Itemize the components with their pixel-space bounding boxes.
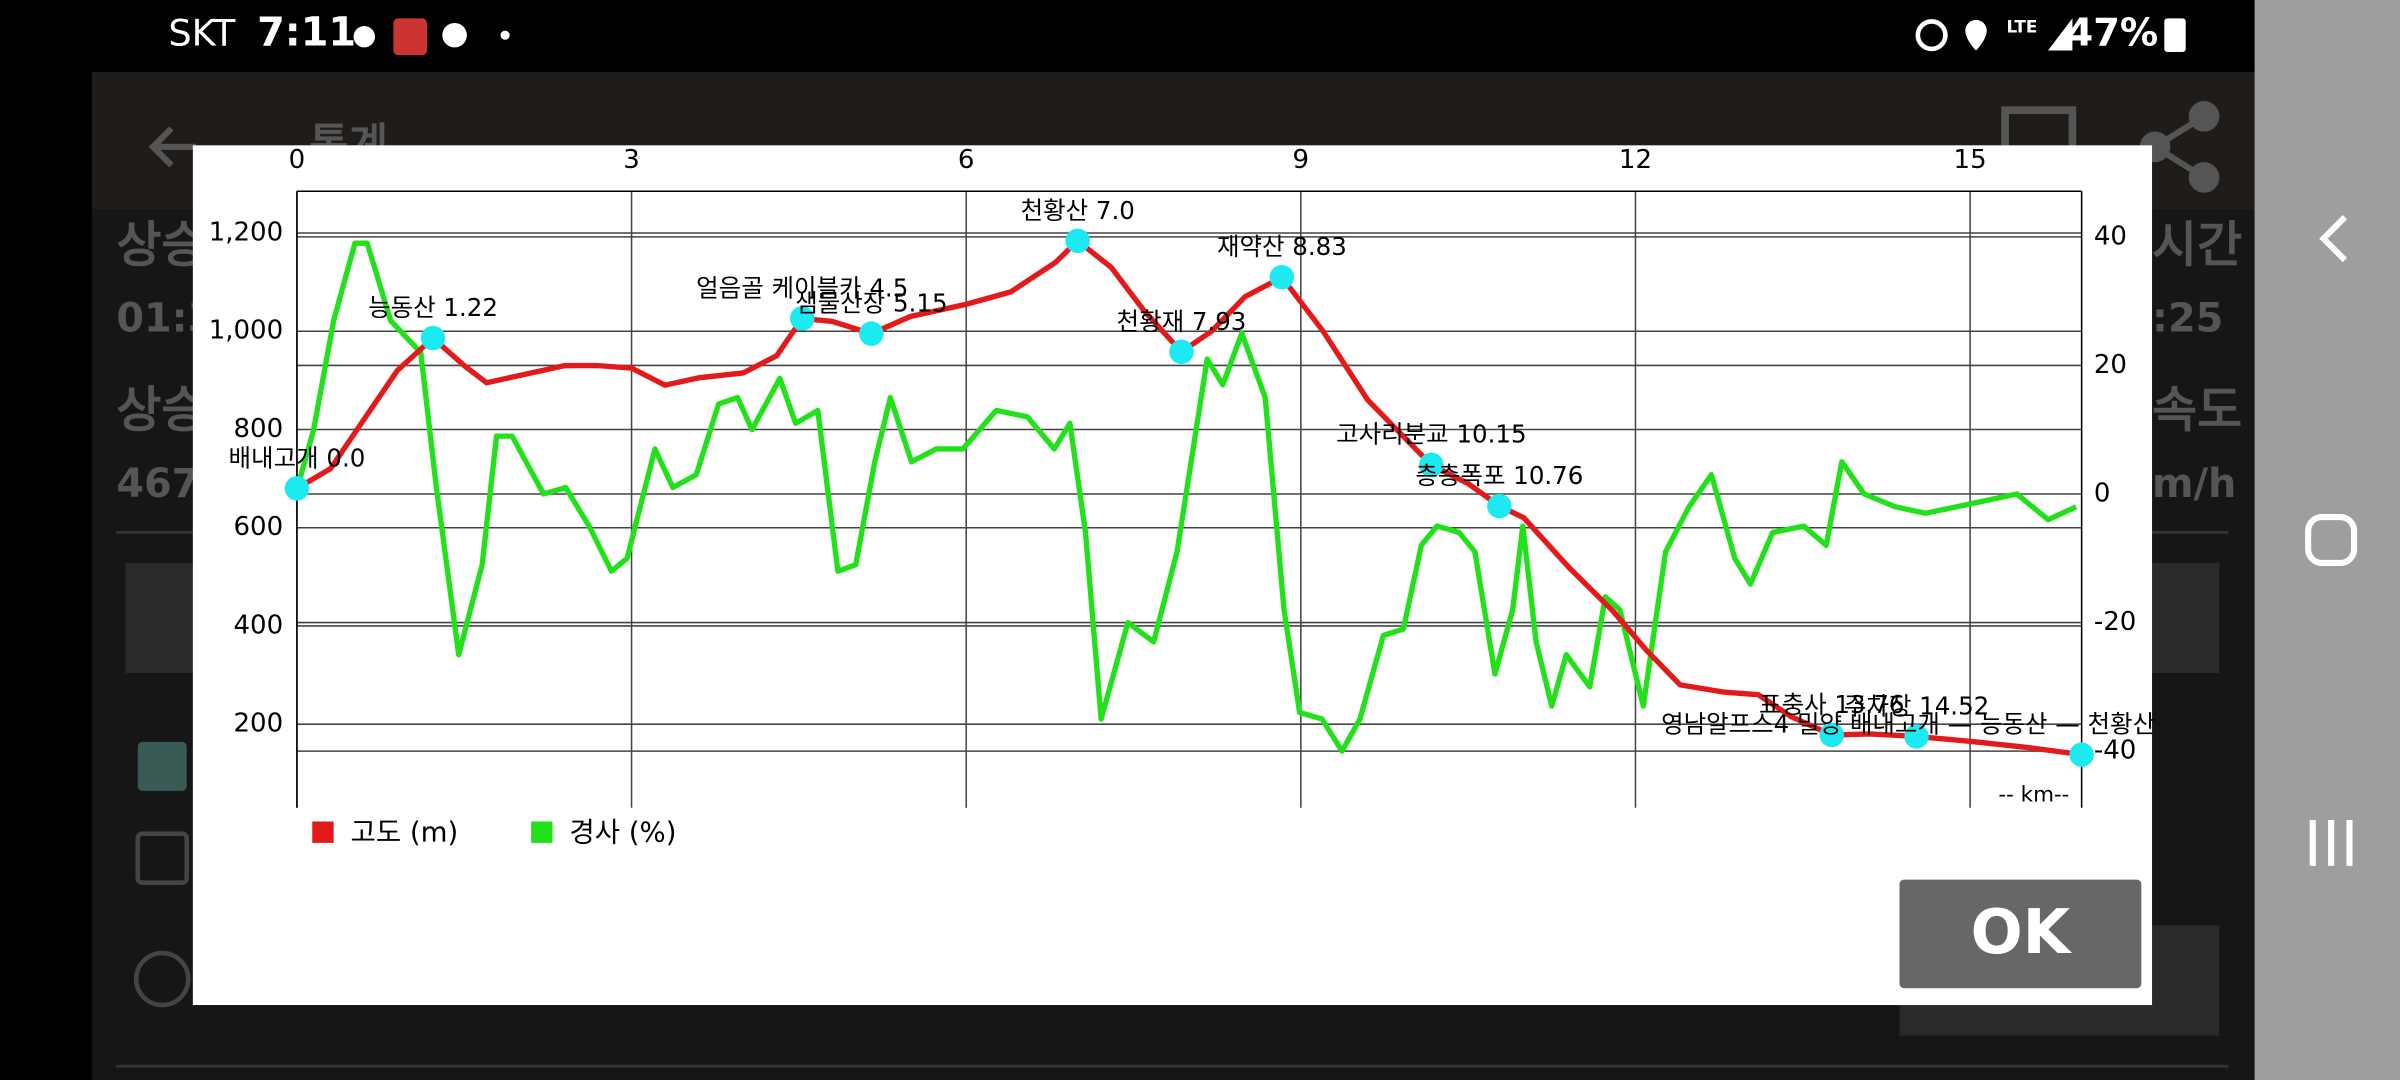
x-tick-label: 3 [623, 145, 640, 175]
bg-checkbox [137, 741, 187, 791]
waypoint-marker [2069, 742, 2094, 767]
series-line [295, 238, 2082, 758]
waypoint-marker [1169, 339, 1194, 365]
y-tick-label: 800 [234, 414, 284, 444]
waypoint-label: 얼음골 케이블카 4.5 [696, 273, 908, 302]
y-tick-label: 400 [234, 610, 284, 640]
network-type: LTE [2006, 17, 2037, 37]
nav-home[interactable] [2305, 513, 2358, 567]
y2-tick-label: 40 [2094, 221, 2127, 251]
waypoint-marker [859, 321, 884, 346]
y2-tick-label: -40 [2094, 736, 2136, 766]
waypoint-label: 영남알프스4 밀양 배내고개 — 능동산 — 천황산 [1661, 710, 2155, 739]
waypoint-marker [789, 306, 815, 331]
legend-swatch [312, 821, 334, 843]
bg-label: 속도 [2152, 382, 2242, 439]
waypoint-marker [1487, 493, 1512, 519]
chart: 0 3 6 9 12 15 1,200 1,000 800 600 400 200 -40 -20 0 20 4… [209, 145, 2155, 849]
back-icon [148, 126, 196, 168]
waypoint-marker [284, 476, 310, 501]
waypoint-label: 천황산 7.0 [1021, 196, 1135, 225]
system-icons [1915, 18, 2186, 53]
y2-tick-label: 0 [2094, 479, 2111, 509]
bg-label: 시간 [2152, 216, 2242, 273]
waypoint-label: 재약산 8.83 [1217, 232, 1347, 261]
x-tick-label: 12 [1619, 145, 1652, 175]
legend-label: 경사 (%) [569, 817, 676, 849]
waypoint-marker [1065, 228, 1090, 254]
waypoint-label: 샘물산장 5.15 [795, 289, 947, 318]
y-tick-label: 200 [234, 709, 284, 739]
y-tick-label: 1,200 [209, 217, 283, 247]
y-tick-label: 600 [234, 512, 284, 542]
legend-label: 고도 (m) [351, 817, 459, 849]
nav-recents[interactable] [2309, 819, 2353, 866]
legend-swatch [531, 821, 553, 843]
bg-label: 상승 [116, 216, 206, 273]
x-tick-label: 9 [1293, 145, 1310, 175]
x-axis-label: -- km-- [1998, 782, 2069, 807]
waypoint-marker [1904, 724, 1929, 749]
status-icons [353, 18, 510, 56]
waypoint-label: 표충사 13.76 [1759, 690, 1904, 719]
navigation-bar [2254, 0, 2400, 1080]
bg-value: m/h [2152, 461, 2236, 507]
bg-checkbox [135, 831, 190, 885]
waypoint-label: 배내고개 0.0 [229, 443, 366, 472]
waypoint-marker [1819, 722, 1845, 748]
series-line [294, 240, 2078, 754]
bg-value: :25 [2152, 296, 2223, 342]
ok-button-label[interactable]: OK [1971, 897, 2073, 968]
bg-radio [133, 950, 191, 1008]
x-tick-label: 6 [958, 145, 975, 175]
waypoint-marker [420, 325, 446, 351]
y2-tick-label: 20 [2094, 350, 2127, 380]
waypoint-label: 층층폭포 10.76 [1415, 461, 1583, 490]
y-tick-label: 1,000 [209, 316, 283, 346]
share-icon [2139, 100, 2220, 193]
waypoint-label: 천황재 7.93 [1117, 307, 1247, 336]
waypoint-marker [1269, 264, 1295, 290]
clock: 7:11 [257, 10, 356, 56]
waypoint-marker [1419, 452, 1444, 478]
bg-value: 467 [116, 461, 199, 507]
y2-tick-label: -20 [2094, 607, 2136, 637]
battery-level: 47% [2067, 11, 2159, 56]
waypoint-label: 능동산 1.22 [368, 293, 498, 322]
x-tick-label: 0 [289, 145, 306, 175]
carrier: SKT [168, 12, 236, 55]
waypoint-label: 주차장 14.52 [1844, 691, 1989, 720]
bg-label: 상승 [116, 382, 206, 439]
ok-button[interactable] [1899, 879, 2142, 989]
nav-back[interactable] [2319, 215, 2348, 263]
waypoint-label: 고사리분교 10.15 [1336, 420, 1526, 449]
x-tick-label: 15 [1954, 145, 1987, 175]
